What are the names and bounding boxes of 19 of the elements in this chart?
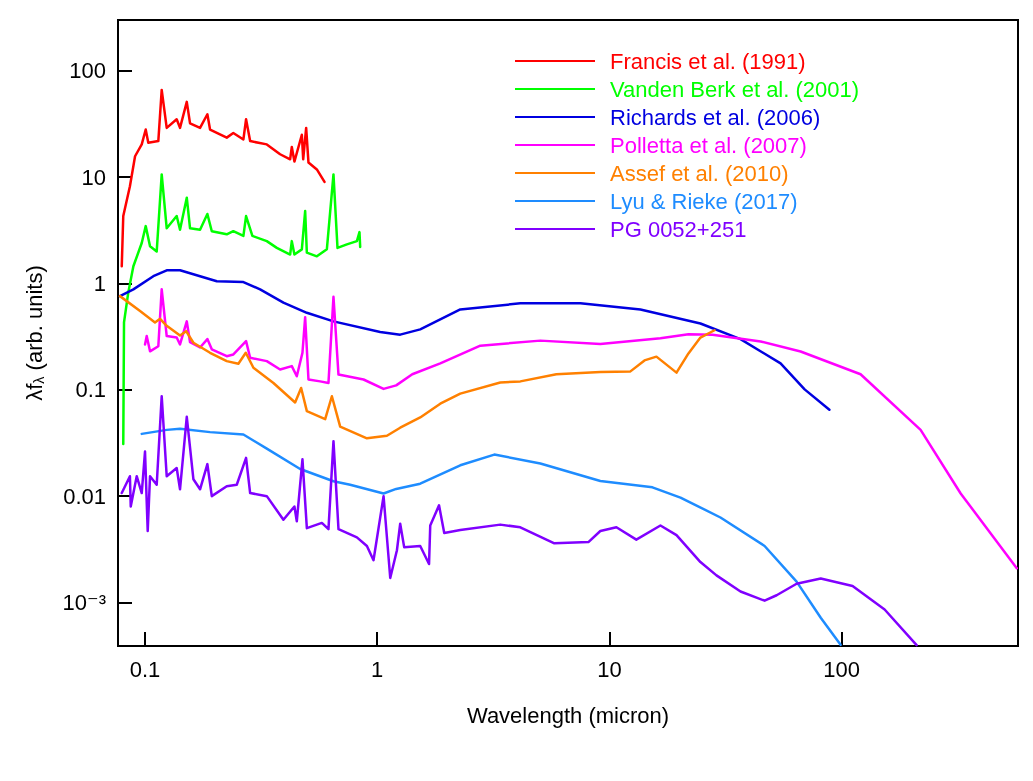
x-tick-label: 100 (823, 656, 860, 682)
x-axis-title: Wavelength (micron) (466, 702, 670, 728)
legend-label: Francis et al. (1991) (610, 48, 806, 74)
y-tick-label: 1 (93, 270, 106, 296)
x-tick-label: 0.1 (129, 656, 161, 682)
x-tick-label: 1 (371, 656, 384, 682)
y-tick-label: 100 (69, 58, 106, 84)
y-tick-label: 0.1 (75, 377, 106, 403)
legend-label: Vanden Berk et al. (2001) (610, 76, 860, 102)
y-axis-title: λfλ (arb. units) (21, 265, 47, 401)
y-tick-label: 10 (81, 164, 106, 190)
legend-label: Assef et al. (2010) (610, 160, 789, 186)
y-tick-label: 10⁻³ (62, 590, 106, 616)
legend-label: Lyu & Rieke (2017) (610, 188, 798, 214)
legend-label: Richards et al. (2006) (610, 104, 821, 130)
legend-label: Polletta et al. (2007) (610, 132, 807, 158)
legend-label: PG 0052+251 (610, 216, 747, 242)
y-tick-label: 0.01 (63, 483, 106, 509)
x-tick-label: 10 (597, 656, 622, 682)
